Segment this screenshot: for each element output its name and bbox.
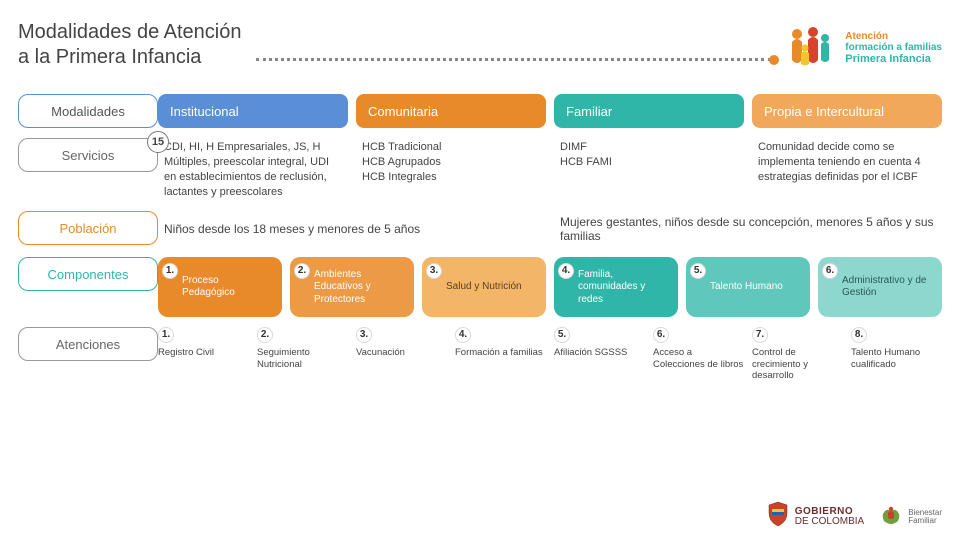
page-header: Modalidades de Atención a la Primera Inf… [18,20,942,76]
row-label-atenciones: Atenciones [18,327,158,361]
row-label-poblacion: Población [18,211,158,245]
shield-icon [767,501,789,532]
poblacion-left: Niños desde los 18 meses y menores de 5 … [158,218,546,240]
atencion-num-5: 5. [554,327,570,343]
poblacion-right: Mujeres gestantes, niños desde su concep… [554,211,942,247]
row-label-componentes: Componentes [18,257,158,291]
componente-2: 2.Ambientes Educativos y Protectores [290,257,414,317]
footer-logos: GOBIERNO DE COLOMBIA Bienestar Familiar [767,501,942,532]
atencion-7: 7. Control de crecimiento y desarrollo [752,327,843,381]
atencion-3: 3. Vacunación [356,327,447,381]
family-icon [781,20,837,76]
logo-line2: formación a familias [845,42,942,53]
componente-text-6: Administrativo y de Gestión [842,275,934,300]
modalidades-row: Institucional Comunitaria Familiar Propi… [158,94,942,128]
program-logo: Atención formación a familias Primera In… [781,20,942,76]
componente-text-3: Salud y Nutrición [446,281,522,294]
atencion-num-4: 4. [455,327,471,343]
componente-num-2: 2. [294,263,310,279]
atencion-num-2: 2. [257,327,273,343]
atencion-text-5: Afiliación SGSSS [554,347,627,358]
componente-text-2: Ambientes Educativos y Protectores [314,269,406,307]
modalidad-comunitaria: Comunitaria [356,94,546,128]
atencion-6: 6. Acceso a Colecciones de libros [653,327,744,381]
content-grid: Modalidades Institucional Comunitaria Fa… [18,94,942,382]
hands-icon [878,501,904,532]
atencion-5: 5. Afiliación SGSSS [554,327,645,381]
title-wrap: Modalidades de Atención a la Primera Inf… [18,20,242,70]
servicios-count-badge: 15 [147,131,169,153]
modalidad-familiar: Familiar [554,94,744,128]
atencion-text-7: Control de crecimiento y desarrollo [752,347,808,381]
componente-1: 1.Proceso Pedagógico [158,257,282,317]
componente-num-4: 4. [558,263,574,279]
componente-num-6: 6. [822,263,838,279]
atencion-num-6: 6. [653,327,669,343]
componentes-row: 1.Proceso Pedagógico2.Ambientes Educativ… [158,257,942,317]
row-label-modalidades: Modalidades [18,94,158,128]
page-title-line2: a la Primera Infancia [18,45,242,70]
atenciones-row: 1. Registro Civil 2. Seguimiento Nutriciona… [158,327,942,381]
modalidad-propia: Propia e Intercultural [752,94,942,128]
bienestar-line2: Familiar [908,517,942,525]
bienestar-text: Bienestar Familiar [908,509,942,525]
atencion-2: 2. Seguimiento Nutricional [257,327,348,381]
atencion-num-7: 7. [752,327,768,343]
servicio-institucional: CDI, HI, H Empresariales, JS, H Múltiple… [158,138,348,201]
atencion-1: 1. Registro Civil [158,327,249,381]
page-title-line1: Modalidades de Atención [18,20,242,45]
atencion-num-3: 3. [356,327,372,343]
atencion-text-8: Talento Humano cualificado [851,347,920,369]
componente-num-3: 3. [426,263,442,279]
componente-3: 3. Salud y Nutrición [422,257,546,317]
componente-5: 5. Talento Humano [686,257,810,317]
atencion-num-1: 1. [158,327,174,343]
componente-text-4: Familia, comunidades y redes [578,269,670,307]
atencion-8: 8. Talento Humano cualificado [851,327,942,381]
atencion-num-8: 8. [851,327,867,343]
servicios-label-text: Servicios [62,148,115,163]
atencion-text-6: Acceso a Colecciones de libros [653,347,743,369]
atencion-text-4: Formación a familias [455,347,543,358]
gobierno-text: GOBIERNO DE COLOMBIA [795,507,864,527]
atencion-4: 4. Formación a familias [455,327,546,381]
componente-text-5: Talento Humano [710,281,783,294]
componente-num-5: 5. [690,263,706,279]
atencion-text-1: Registro Civil [158,347,214,358]
program-logo-text: Atención formación a familias Primera In… [845,31,942,65]
poblacion-row: Niños desde los 18 meses y menores de 5 … [158,211,942,247]
componente-text-1: Proceso Pedagógico [182,275,274,300]
row-label-servicios: Servicios 15 [18,138,158,172]
bienestar-logo: Bienestar Familiar [878,501,942,532]
servicios-row: CDI, HI, H Empresariales, JS, H Múltiple… [158,138,942,201]
servicio-comunitaria: HCB Tradicional HCB Agrupados HCB Integr… [356,138,546,201]
logo-line3: Primera Infancia [845,53,942,65]
atencion-text-3: Vacunación [356,347,405,358]
servicio-propia: Comunidad decide como se implementa teni… [752,138,942,201]
atencion-text-2: Seguimiento Nutricional [257,347,310,369]
gobierno-logo: GOBIERNO DE COLOMBIA [767,501,864,532]
dotted-connector [256,58,772,61]
componente-num-1: 1. [162,263,178,279]
componente-6: 6.Administrativo y de Gestión [818,257,942,317]
servicio-familiar: DIMF HCB FAMI [554,138,744,201]
modalidad-institucional: Institucional [158,94,348,128]
gobierno-line2: DE COLOMBIA [795,517,864,527]
gobierno-line1: GOBIERNO [795,507,864,517]
componente-4: 4.Familia, comunidades y redes [554,257,678,317]
logo-line1: Atención [845,31,942,42]
